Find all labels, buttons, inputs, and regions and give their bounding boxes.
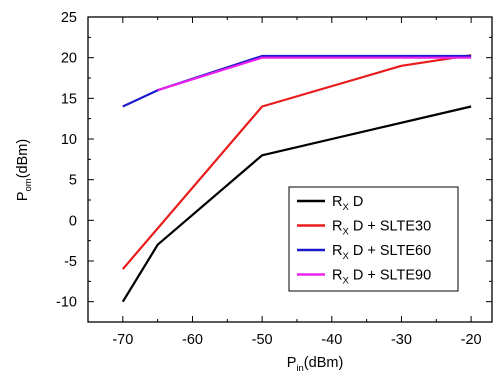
y-tick-label: 25 bbox=[61, 10, 77, 26]
y-tick-label: -5 bbox=[64, 254, 77, 270]
legend-item: RX D + SLTE60 bbox=[297, 243, 431, 262]
series-line-2 bbox=[121, 54, 472, 270]
y-tick-label: 15 bbox=[61, 91, 77, 107]
series-line-4 bbox=[157, 56, 472, 92]
x-tick-label: -40 bbox=[321, 332, 342, 348]
legend-label: RX D + SLTE60 bbox=[332, 243, 431, 262]
y-tick-label: 0 bbox=[69, 213, 77, 229]
y-axis: -10 -5 0 5 10 15 20 25 bbox=[56, 10, 492, 323]
x-axis: -70 -60 -50 -40 -30 -20 bbox=[87, 17, 482, 348]
y-tick-label: 20 bbox=[61, 51, 77, 67]
x-tick-label: -30 bbox=[391, 332, 412, 348]
legend-label: RX D + SLTE30 bbox=[332, 219, 431, 238]
y-tick-label: 10 bbox=[61, 132, 77, 148]
x-tick-label: -70 bbox=[112, 332, 133, 348]
x-tick-label: -20 bbox=[461, 332, 482, 348]
series-lines bbox=[121, 54, 472, 303]
y-tick-label: 5 bbox=[69, 173, 77, 189]
x-tick-label: -50 bbox=[252, 332, 273, 348]
legend-item: RX D + SLTE30 bbox=[297, 219, 431, 238]
x-axis-title: Pin(dBm) bbox=[287, 355, 344, 374]
plot-frame bbox=[87, 16, 493, 323]
legend-item: RX D + SLTE90 bbox=[297, 268, 431, 287]
legend-label: RX D + SLTE90 bbox=[332, 268, 431, 287]
legend-item: RX D bbox=[297, 194, 363, 213]
series-line-1 bbox=[121, 105, 472, 303]
y-tick-label: -10 bbox=[56, 295, 77, 311]
legend: RX D RX D + SLTE30 RX D + SLTE60 RX D + SLT… bbox=[288, 186, 459, 292]
legend-label: RX D bbox=[332, 194, 363, 213]
plot-area-border bbox=[87, 16, 493, 323]
y-axis-title: Pom(dBm) bbox=[15, 139, 34, 201]
x-tick-label: -60 bbox=[182, 332, 203, 348]
